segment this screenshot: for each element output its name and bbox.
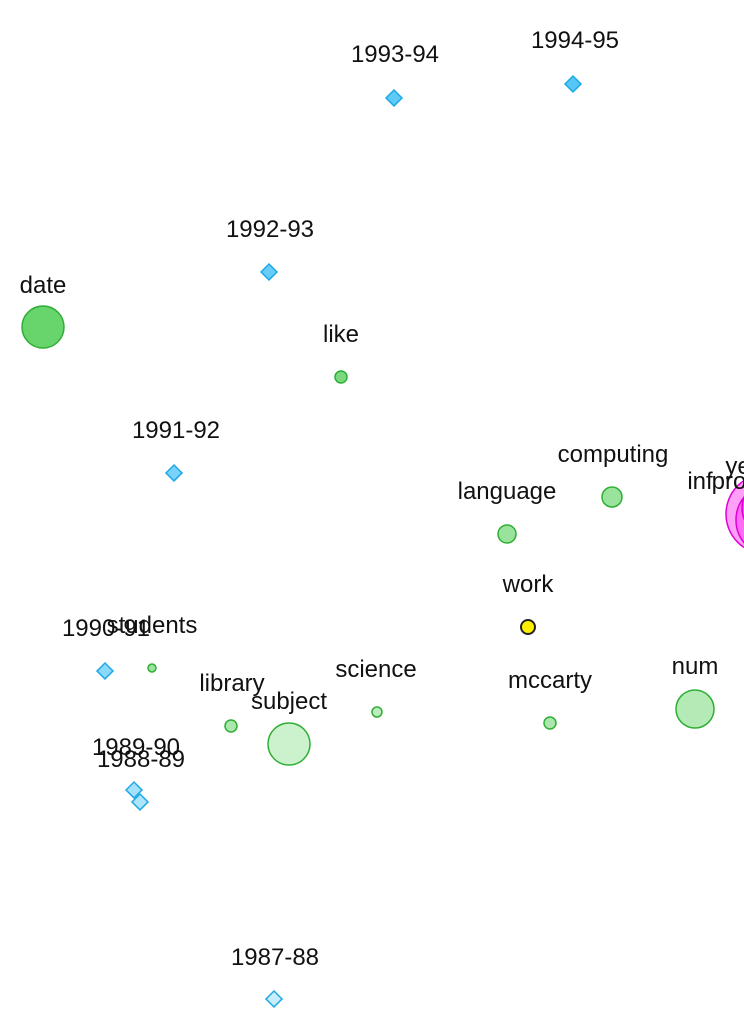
label-1991-92: 1991-92: [132, 417, 220, 444]
label-library: library: [199, 670, 264, 697]
point-library[interactable]: [224, 719, 238, 733]
label-like: like: [323, 321, 359, 348]
point-num[interactable]: [675, 689, 715, 729]
point-information[interactable]: [725, 474, 744, 554]
label-science: science: [335, 656, 416, 683]
label-pro: pro: [712, 468, 744, 495]
point-1991-92[interactable]: [164, 463, 184, 483]
point-1990-91[interactable]: [95, 661, 115, 681]
label-work: work: [502, 571, 555, 598]
point-mccarty[interactable]: [543, 716, 557, 730]
label-ye: ye: [725, 453, 744, 480]
label-1989-90: 1989-90: [92, 734, 180, 761]
point-1992-93[interactable]: [259, 262, 279, 282]
point-1988-89[interactable]: [130, 792, 150, 812]
point-subject[interactable]: [267, 722, 311, 766]
label-1990-91: 1990-91: [62, 615, 150, 642]
label-inf: inf: [687, 468, 713, 495]
point-1989-90[interactable]: [124, 780, 144, 800]
label-computing: computing: [558, 441, 669, 468]
label-num: num: [672, 653, 719, 680]
label-1988-89: 1988-89: [97, 746, 185, 773]
label-1993-94: 1993-94: [351, 41, 439, 68]
point-science[interactable]: [371, 706, 383, 718]
label-1992-93: 1992-93: [226, 216, 314, 243]
label-mccarty: mccarty: [508, 667, 592, 694]
label-1987-88: 1987-88: [231, 944, 319, 971]
point-work[interactable]: [520, 619, 536, 635]
point-1987-88[interactable]: [264, 989, 284, 1009]
label-students: students: [107, 612, 198, 639]
point-date[interactable]: [21, 305, 65, 349]
point-language[interactable]: [497, 524, 517, 544]
point-1993-94[interactable]: [384, 88, 404, 108]
label-language: language: [458, 478, 557, 505]
plot-marks: [21, 74, 744, 1009]
label-subject: subject: [251, 688, 327, 715]
point-computing[interactable]: [601, 486, 623, 508]
label-date: date: [20, 272, 67, 299]
point-1994-95[interactable]: [563, 74, 583, 94]
plot-labels: 1993-94 1994-95 1992-93 date like 1991-92 comp…: [20, 27, 744, 971]
point-students[interactable]: [147, 663, 157, 673]
label-1994-95: 1994-95: [531, 27, 619, 54]
point-like[interactable]: [334, 370, 348, 384]
